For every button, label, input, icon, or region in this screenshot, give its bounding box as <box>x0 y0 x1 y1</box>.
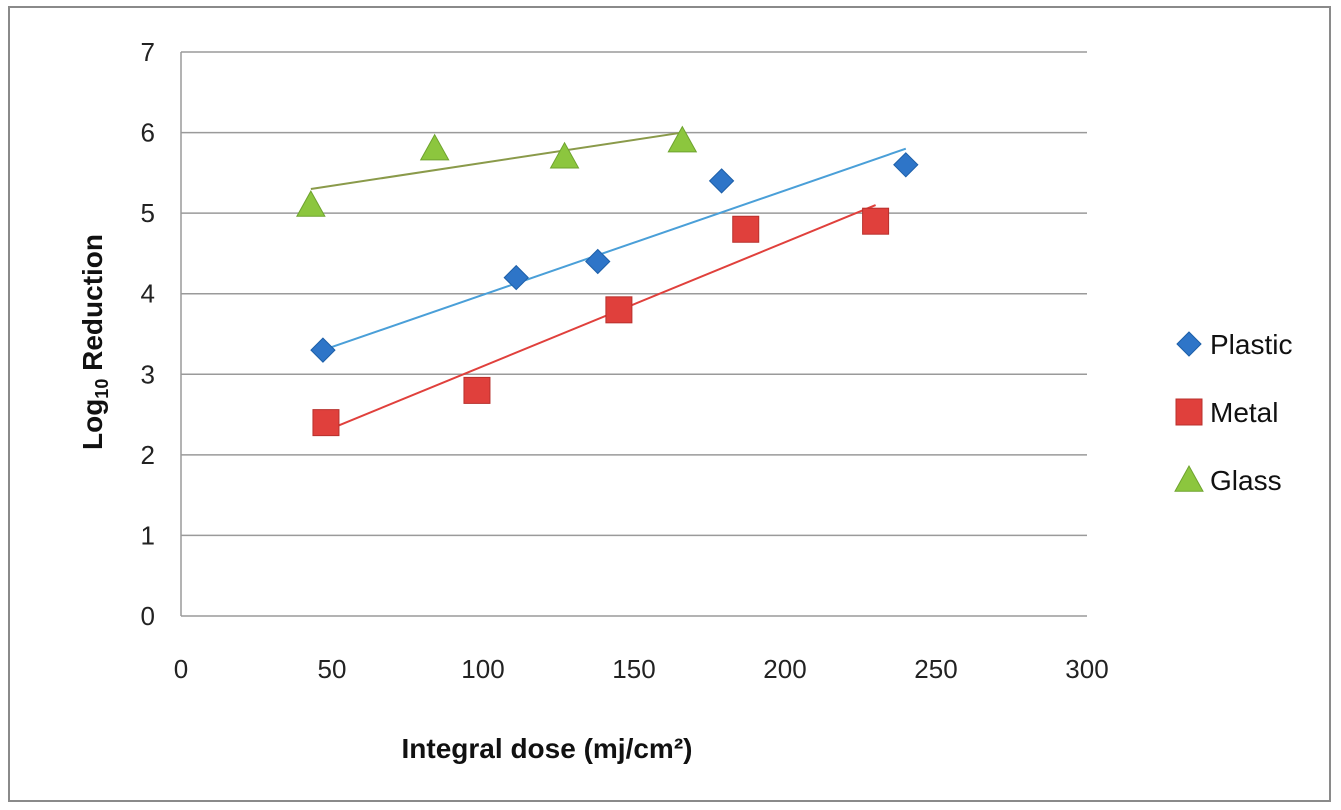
metal-point-2 <box>463 376 491 404</box>
plastic-point-2 <box>503 264 529 291</box>
legend-metal-marker <box>1175 398 1203 426</box>
legend-glass-label: Glass <box>1210 465 1282 496</box>
x-axis-title: Integral dose (mj/cm²) <box>402 733 693 764</box>
x-tick-label-50: 50 <box>318 654 347 684</box>
metal-point-1 <box>312 409 340 437</box>
x-tick-label-300: 300 <box>1065 654 1108 684</box>
x-tick-label-250: 250 <box>914 654 957 684</box>
glass-point-1 <box>296 190 326 217</box>
x-tick-label-100: 100 <box>461 654 504 684</box>
scatter-chart: 0 1 2 3 4 5 6 7 0 50 100 150 200 250 300 Integral dos… <box>77 37 1292 764</box>
glass-point-2 <box>419 133 450 161</box>
x-axis-ticks: 0 50 100 150 200 250 300 <box>174 654 1109 684</box>
y-tick-label-3: 3 <box>141 359 155 389</box>
x-tick-label-150: 150 <box>612 654 655 684</box>
legend-metal-label: Metal <box>1210 397 1278 428</box>
y-axis-title: Log10 Reduction <box>77 234 112 450</box>
y-axis-ticks: 0 1 2 3 4 5 6 7 <box>141 37 155 631</box>
x-tick-label-200: 200 <box>763 654 806 684</box>
plastic-point-5 <box>893 152 919 178</box>
y-tick-label-1: 1 <box>141 520 155 550</box>
y-tick-label-0: 0 <box>141 601 155 631</box>
gridlines <box>180 51 1087 617</box>
trendline-metal <box>325 204 876 432</box>
trendline-glass <box>310 131 683 190</box>
trendlines <box>310 131 907 432</box>
plastic-point-3 <box>585 248 611 275</box>
legend-plastic-label: Plastic <box>1210 329 1292 360</box>
y-tick-label-5: 5 <box>141 198 155 228</box>
plastic-point-4 <box>708 168 735 194</box>
y-tick-label-6: 6 <box>141 118 155 148</box>
metal-point-4 <box>732 215 760 243</box>
metal-point-3 <box>605 296 633 324</box>
y-tick-label-7: 7 <box>141 37 155 67</box>
legend: Plastic Metal Glass <box>1174 329 1292 496</box>
y-tick-label-2: 2 <box>141 440 155 470</box>
metal-point-5 <box>862 207 890 235</box>
glass-point-3 <box>549 141 580 169</box>
data-points <box>296 125 919 437</box>
legend-plastic-marker <box>1176 331 1202 357</box>
y-tick-label-4: 4 <box>141 279 155 309</box>
legend-glass-marker <box>1174 464 1204 492</box>
plastic-point-1 <box>310 337 336 363</box>
x-tick-label-0: 0 <box>174 654 188 684</box>
chart-frame: 0 1 2 3 4 5 6 7 0 50 100 150 200 250 300 Integral dos… <box>8 6 1331 802</box>
trendline-plastic <box>322 147 907 352</box>
glass-point-4 <box>667 125 698 153</box>
